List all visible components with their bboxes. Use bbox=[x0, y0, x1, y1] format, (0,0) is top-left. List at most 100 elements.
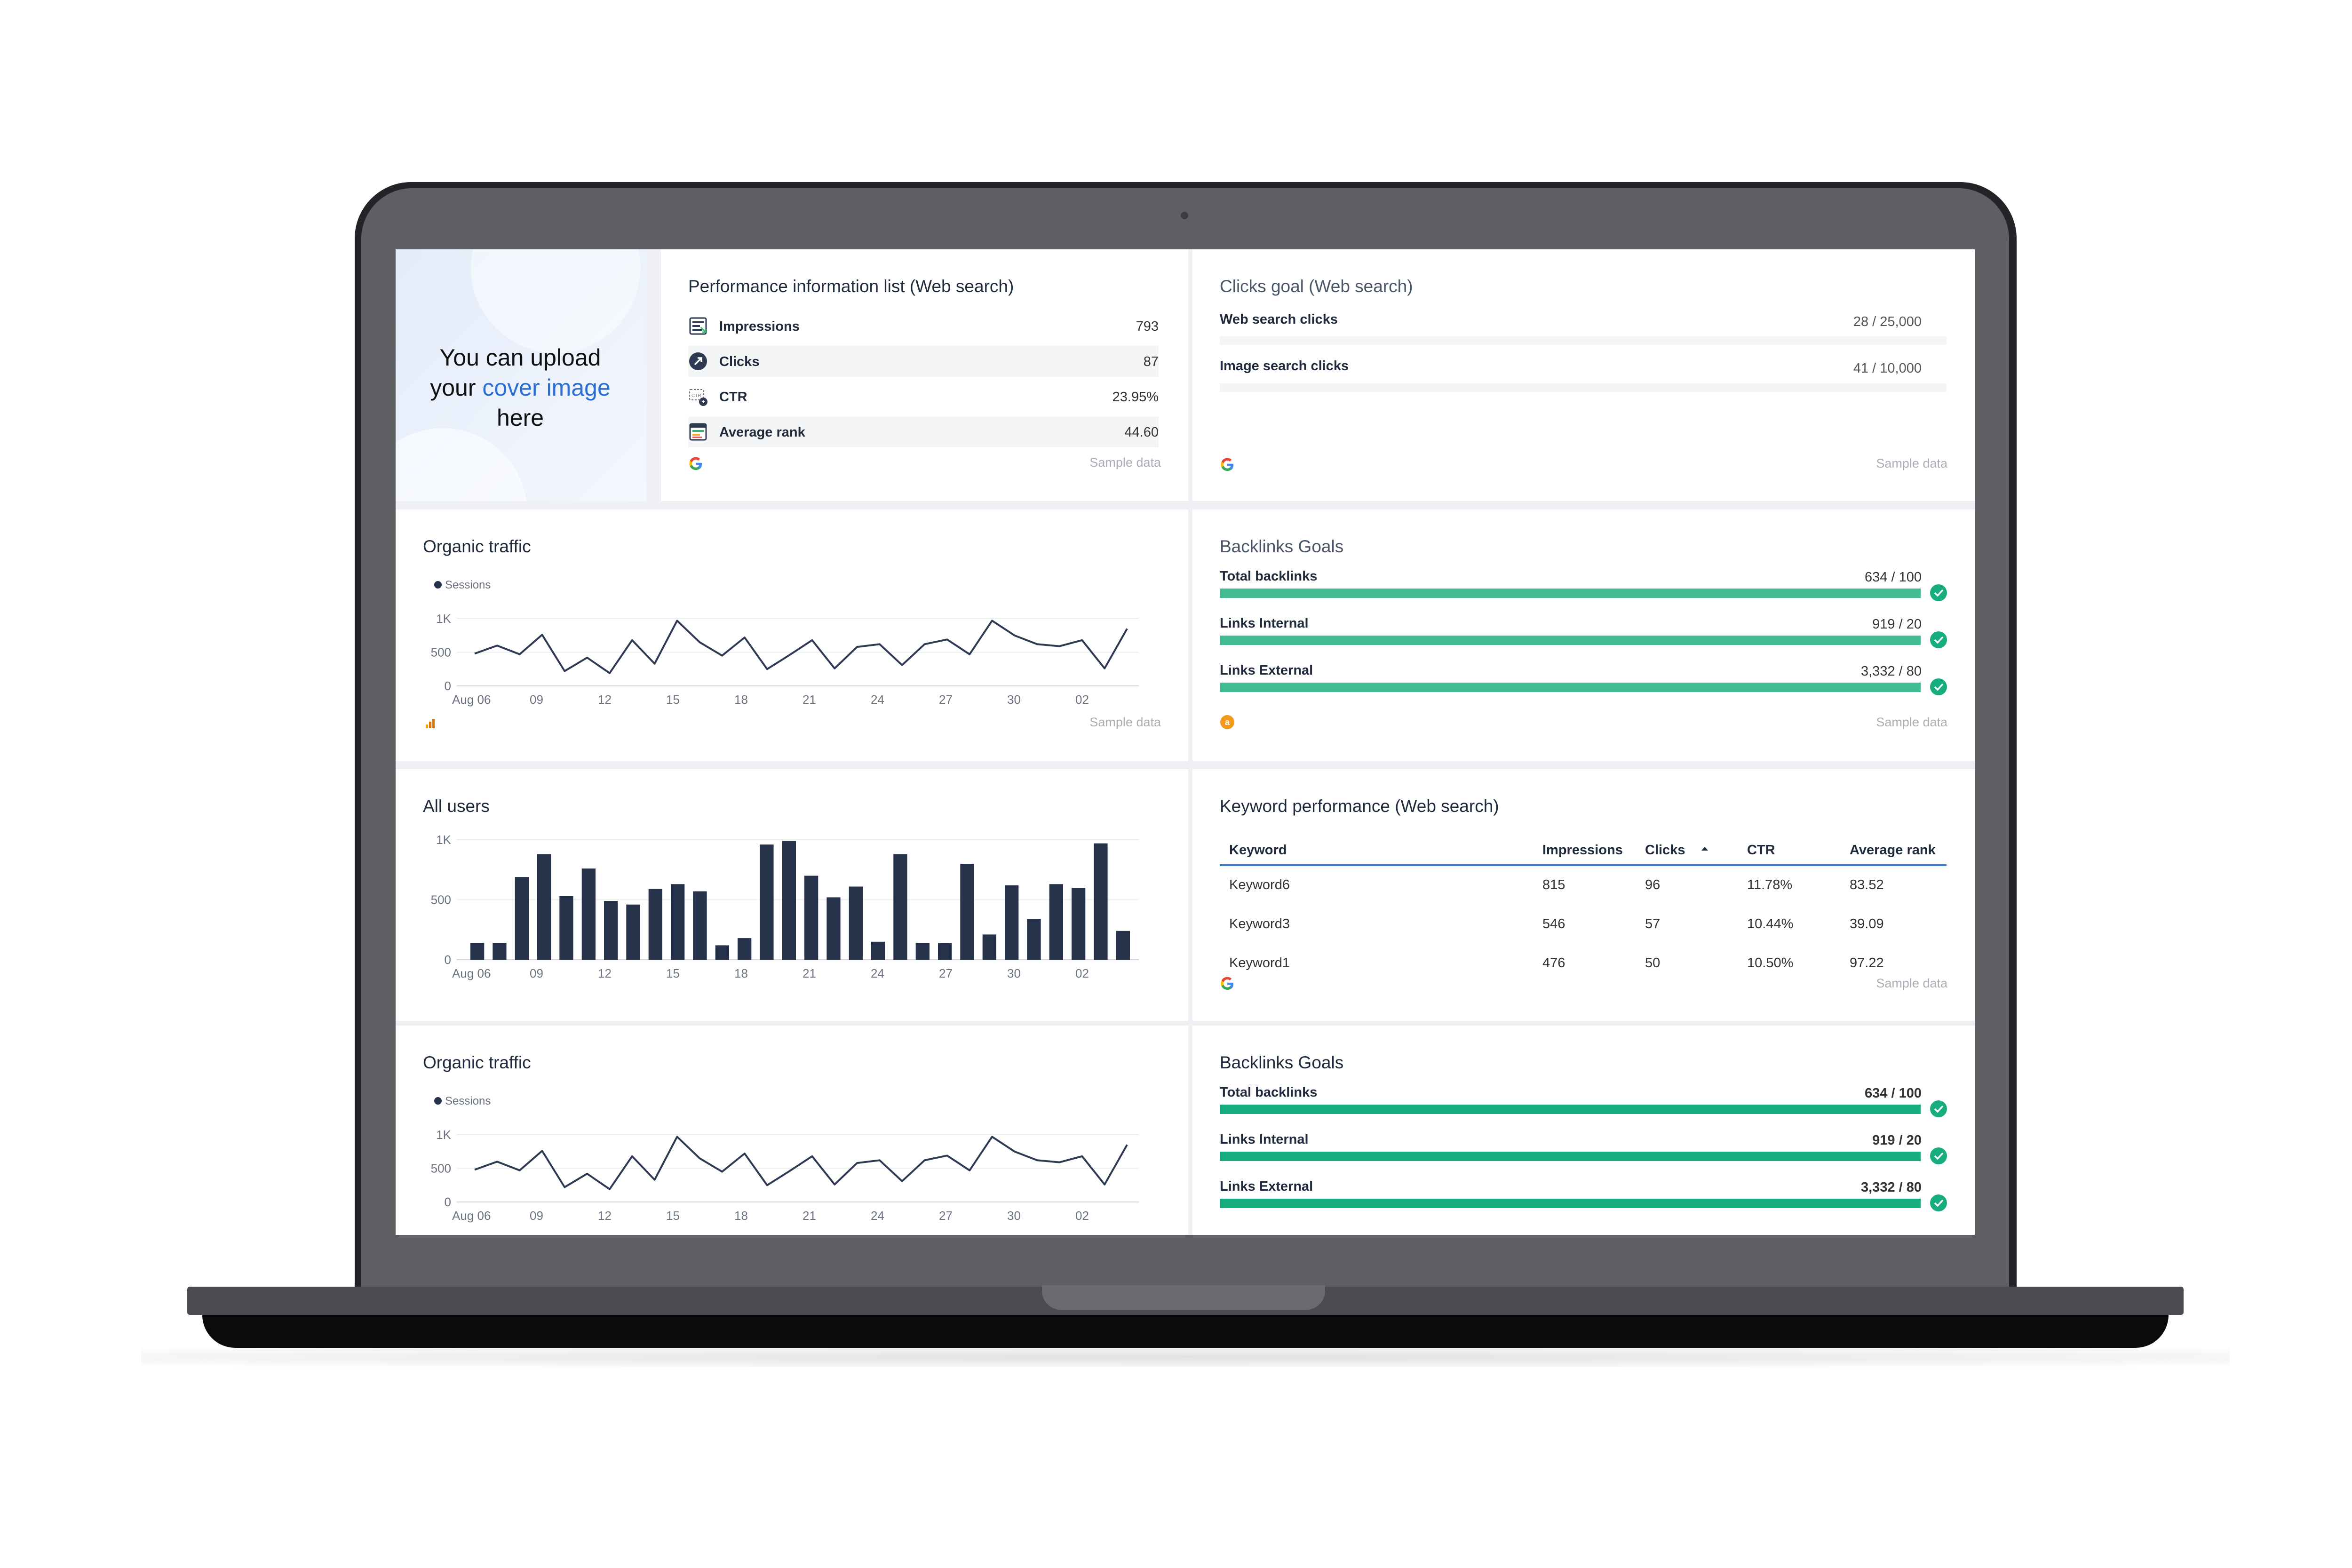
row-value: 23.95% bbox=[1112, 390, 1159, 405]
list-item: Impressions 793 bbox=[688, 310, 1159, 342]
bar bbox=[804, 876, 818, 960]
goal-value: 634 / 100 bbox=[1865, 1086, 1922, 1101]
legend-label: Sessions bbox=[445, 1095, 491, 1107]
bar bbox=[604, 901, 618, 960]
x-tick-label: 02 bbox=[1075, 1209, 1089, 1223]
ahrefs-icon: a bbox=[1220, 715, 1234, 729]
y-tick-label: 0 bbox=[445, 1195, 451, 1209]
bar bbox=[559, 896, 573, 960]
table-cell: 96 bbox=[1645, 877, 1661, 892]
cover-image-panel[interactable]: You can upload your cover image here bbox=[396, 249, 647, 501]
bar bbox=[693, 891, 707, 960]
goal-progress-bar bbox=[1220, 1199, 1921, 1208]
bar bbox=[626, 904, 640, 960]
column-header-impressions[interactable]: Impressions bbox=[1542, 843, 1623, 858]
x-tick-label: 21 bbox=[803, 692, 816, 707]
y-tick-label: 1K bbox=[436, 833, 451, 847]
panel-title: Backlinks Goals bbox=[1220, 1053, 1344, 1072]
decor-circle bbox=[471, 249, 640, 353]
decor-circle bbox=[396, 428, 527, 501]
legend-marker bbox=[434, 581, 442, 589]
x-tick-label: 12 bbox=[598, 1209, 612, 1223]
y-tick-label: 1K bbox=[436, 612, 451, 626]
panel-title: Keyword performance (Web search) bbox=[1220, 796, 1499, 816]
sort-ascending-icon[interactable] bbox=[1700, 845, 1709, 852]
goal-track bbox=[1220, 336, 1947, 345]
row-label: Impressions bbox=[719, 319, 800, 334]
bar bbox=[915, 943, 930, 960]
bar bbox=[581, 868, 596, 960]
x-tick-label: 18 bbox=[734, 966, 748, 980]
goal-value: 41 / 10,000 bbox=[1853, 361, 1922, 376]
cover-line-2: your cover image bbox=[396, 373, 645, 403]
bar bbox=[470, 943, 485, 960]
check-circle-icon bbox=[1930, 678, 1947, 695]
bar bbox=[648, 889, 662, 960]
x-tick-label: 15 bbox=[666, 692, 680, 707]
column-header-keyword[interactable]: Keyword bbox=[1229, 843, 1287, 858]
x-tick-label: Aug 06 bbox=[452, 1209, 491, 1223]
x-tick-label: 27 bbox=[939, 966, 953, 980]
clicks-icon bbox=[689, 352, 707, 370]
x-tick-label: 24 bbox=[871, 1209, 884, 1223]
panel-title: Backlinks Goals bbox=[1220, 537, 1344, 556]
row-value: 44.60 bbox=[1124, 425, 1159, 440]
table-cell: 11.78% bbox=[1747, 877, 1793, 892]
table-cell: 39.09 bbox=[1850, 916, 1884, 931]
sample-data-label: Sample data bbox=[1876, 715, 1947, 729]
bar bbox=[1072, 888, 1086, 960]
cover-image-link[interactable]: cover image bbox=[482, 374, 611, 401]
goal-value: 3,332 / 80 bbox=[1861, 664, 1922, 679]
y-tick-label: 500 bbox=[431, 893, 451, 907]
google-icon bbox=[1221, 458, 1233, 471]
series-line bbox=[474, 1136, 1128, 1190]
table-cell: 97.22 bbox=[1850, 955, 1884, 971]
goal-track bbox=[1220, 383, 1947, 392]
laptop-notch bbox=[1042, 1285, 1325, 1310]
organic-traffic-chart: 0 500 1K Aug 06 09 12 15 18 21 24 27 30 02 Sessions bbox=[431, 579, 1139, 707]
goal-progress-bar bbox=[1220, 636, 1921, 645]
bar bbox=[738, 938, 752, 960]
table-cell: Keyword1 bbox=[1229, 955, 1290, 971]
camera-icon bbox=[1181, 212, 1188, 219]
bar bbox=[1049, 884, 1063, 960]
bar bbox=[782, 841, 796, 960]
column-header-average-rank[interactable]: Average rank bbox=[1850, 843, 1936, 858]
organic-traffic-panel: Organic traffic 0 500 1K Aug 06 09 12 15 18 21 24… bbox=[396, 509, 1188, 761]
cover-line-1: You can upload bbox=[439, 344, 601, 371]
table-cell: 10.44% bbox=[1747, 916, 1794, 931]
table-header: Keyword Impressions Clicks CTR Average r… bbox=[1220, 835, 1947, 866]
x-tick-label: 15 bbox=[666, 966, 680, 980]
bar bbox=[871, 941, 885, 960]
goal-progress-bar bbox=[1220, 1152, 1921, 1161]
dashboard-screen: You can upload your cover image here Per… bbox=[396, 249, 1975, 1235]
ctr-icon: CTR bbox=[689, 389, 707, 406]
analytics-icon bbox=[426, 719, 435, 728]
x-tick-label: Aug 06 bbox=[452, 966, 491, 980]
row-label: Average rank bbox=[719, 425, 805, 440]
column-header-clicks[interactable]: Clicks bbox=[1645, 843, 1685, 858]
row-value: 793 bbox=[1136, 319, 1159, 334]
y-tick-label: 1K bbox=[436, 1128, 451, 1142]
table-row[interactable]: Keyword6 815 96 11.78% 83.52 bbox=[1220, 868, 1947, 906]
x-tick-label: 02 bbox=[1075, 692, 1089, 707]
panel-title: Organic traffic bbox=[423, 1053, 531, 1072]
x-tick-label: 30 bbox=[1007, 1209, 1021, 1223]
goal-label: Web search clicks bbox=[1220, 312, 1338, 327]
table-row[interactable]: Keyword3 546 57 10.44% 39.09 bbox=[1220, 908, 1947, 946]
legend-marker bbox=[434, 1097, 442, 1105]
panel-title: Performance information list (Web search… bbox=[688, 277, 1014, 296]
check-circle-icon bbox=[1930, 1100, 1947, 1117]
bar bbox=[1094, 843, 1108, 960]
bar bbox=[493, 943, 507, 960]
table-cell: 57 bbox=[1645, 916, 1661, 931]
svg-text:a: a bbox=[1225, 717, 1230, 727]
bar bbox=[537, 854, 551, 960]
goal-label: Links External bbox=[1220, 663, 1313, 678]
all-users-chart: 0 500 1K Aug 06 09 12 15 18 21 24 27 30 02 bbox=[431, 833, 1139, 980]
y-tick-label: 500 bbox=[431, 645, 451, 660]
x-tick-label: 24 bbox=[871, 966, 884, 980]
table-row[interactable]: Keyword1 476 50 10.50% 97.22 bbox=[1220, 947, 1947, 985]
column-header-ctr[interactable]: CTR bbox=[1747, 843, 1775, 858]
goal-label: Total backlinks bbox=[1220, 1085, 1318, 1100]
